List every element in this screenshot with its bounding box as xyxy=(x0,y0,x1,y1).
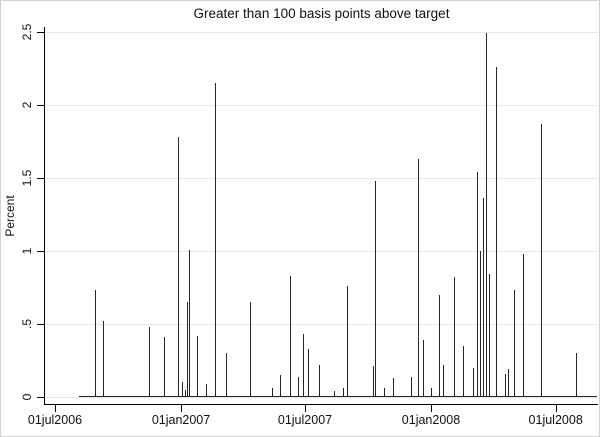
spike xyxy=(575,353,577,397)
spike xyxy=(163,337,165,397)
series-baseline xyxy=(78,396,598,397)
spike xyxy=(215,83,217,397)
spike xyxy=(504,373,506,397)
spike xyxy=(485,33,487,397)
y-gridline xyxy=(45,105,598,106)
y-tick-label: 1.5 xyxy=(20,169,34,187)
spike xyxy=(346,286,348,397)
spike xyxy=(483,198,485,397)
spike xyxy=(298,376,300,397)
x-tick-label: 01jan2008 xyxy=(401,413,461,427)
y-tick-label: .5 xyxy=(20,318,34,330)
spike xyxy=(342,388,344,397)
x-tick-label: 01jul2006 xyxy=(27,413,83,427)
y-tick-label: 0 xyxy=(20,393,34,401)
spike xyxy=(94,290,96,397)
spike xyxy=(507,369,509,397)
spike xyxy=(196,335,198,397)
y-tick-label: 1 xyxy=(20,247,34,255)
spike xyxy=(411,376,413,397)
spike xyxy=(540,123,542,397)
y-gridline xyxy=(45,324,598,325)
x-tickmark xyxy=(431,405,432,412)
x-tick-label: 01jul2007 xyxy=(277,413,333,427)
y-tickmark xyxy=(37,105,44,106)
y-tick-label: 2.5 xyxy=(20,23,34,41)
spike xyxy=(488,274,490,397)
spike xyxy=(373,366,375,397)
spike xyxy=(148,326,150,397)
x-axis-line xyxy=(44,404,598,405)
spike xyxy=(522,253,524,397)
y-axis-line xyxy=(44,27,45,405)
y-tickmark xyxy=(37,178,44,179)
spike xyxy=(476,172,478,397)
y-gridline xyxy=(45,397,598,398)
y-gridline xyxy=(45,251,598,252)
spike xyxy=(185,389,187,397)
spike xyxy=(472,367,474,397)
x-tickmark xyxy=(304,405,306,412)
spike xyxy=(442,364,444,397)
spike xyxy=(423,340,425,397)
spike xyxy=(102,321,104,397)
y-tick-label: 2 xyxy=(20,101,34,109)
spike xyxy=(302,334,304,397)
spike xyxy=(307,348,309,397)
spike xyxy=(182,382,184,397)
spike xyxy=(206,383,208,397)
y-tickmark xyxy=(37,397,44,398)
y-tickmark xyxy=(37,324,44,325)
spike xyxy=(383,388,385,397)
y-axis-title: Percent xyxy=(3,195,17,237)
spike xyxy=(318,364,320,397)
spike xyxy=(479,251,481,397)
spike xyxy=(513,290,515,397)
spike xyxy=(187,302,189,397)
spike xyxy=(453,277,455,397)
y-tickmark xyxy=(37,32,44,33)
x-tickmark xyxy=(181,405,183,412)
spike xyxy=(249,302,251,397)
spike xyxy=(280,375,282,397)
spike xyxy=(374,180,376,397)
spike xyxy=(439,294,441,397)
spike xyxy=(417,159,419,397)
spike xyxy=(272,388,274,397)
spike xyxy=(463,345,465,397)
x-tickmark xyxy=(55,405,56,412)
spike xyxy=(496,67,498,397)
spike xyxy=(189,249,191,397)
chart-title: Greater than 100 basis points above targ… xyxy=(193,6,450,21)
spike xyxy=(226,353,228,397)
y-tickmark xyxy=(37,251,44,252)
spike xyxy=(431,388,432,397)
spike xyxy=(334,391,336,397)
y-gridline xyxy=(45,178,598,179)
spike xyxy=(178,137,180,397)
y-gridline xyxy=(45,32,598,33)
x-tickmark xyxy=(555,405,557,412)
spike xyxy=(289,275,291,397)
x-tick-label: 01jan2007 xyxy=(151,413,211,427)
x-tick-label: 01jul2008 xyxy=(528,413,583,427)
spike xyxy=(392,378,394,397)
